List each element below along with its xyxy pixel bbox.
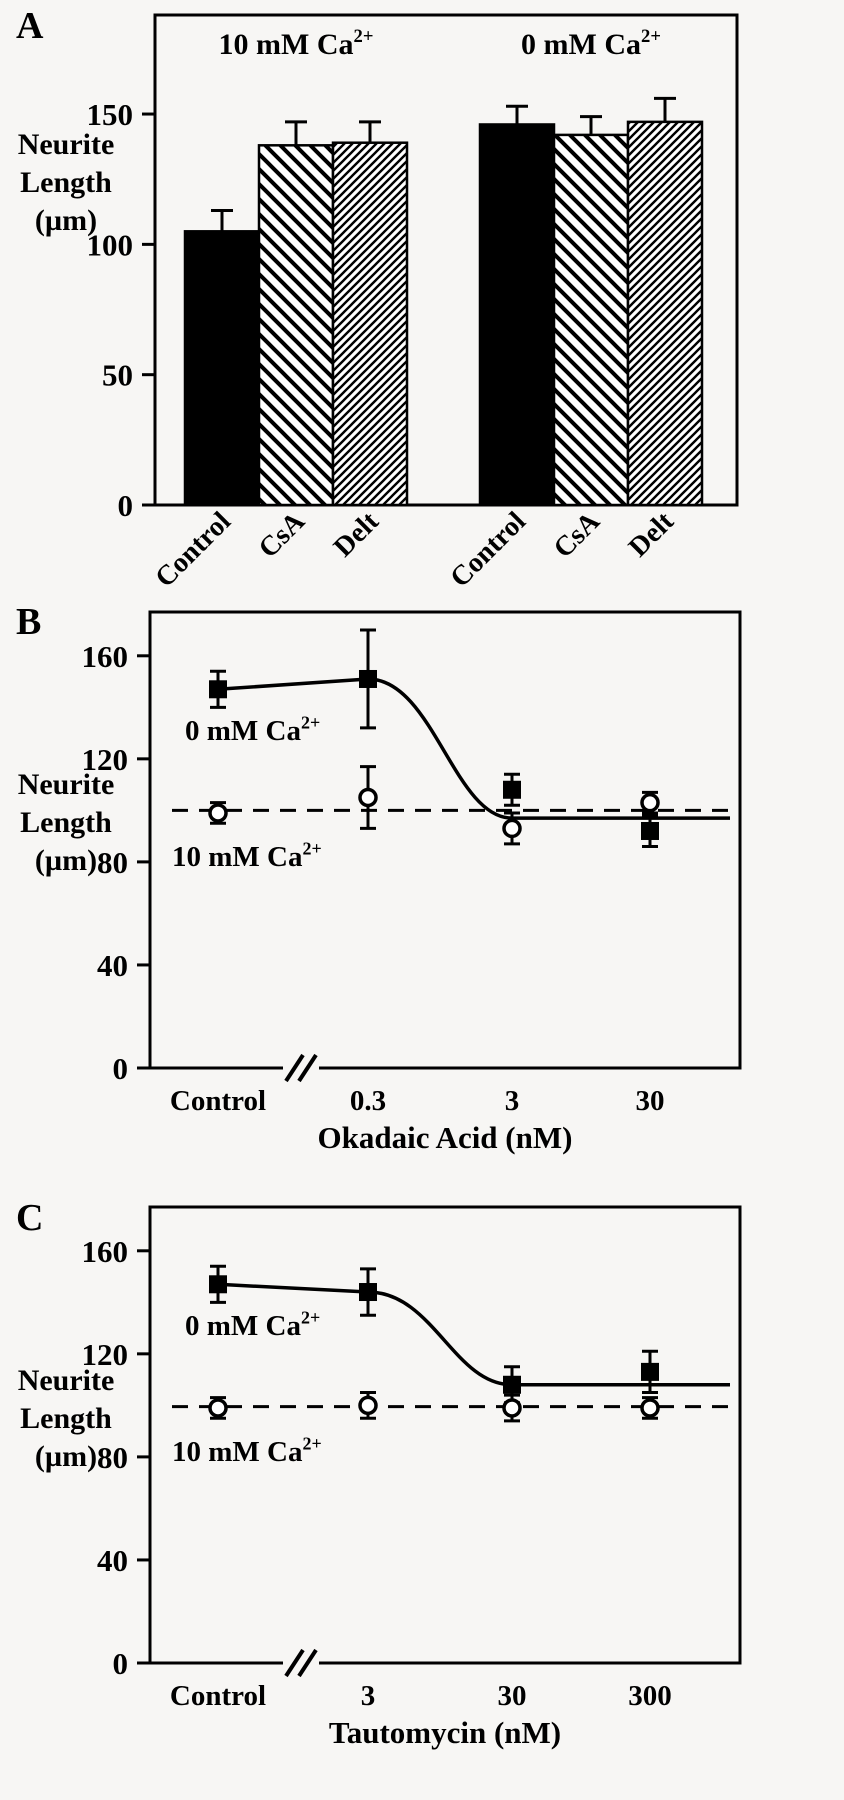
y-tick-label: 120 xyxy=(82,1337,129,1372)
solid-trend-line xyxy=(217,1282,730,1387)
y-axis-label-a: Neurite Length (µm) xyxy=(4,126,128,240)
data-point-circle xyxy=(208,1398,228,1418)
data-point-circle xyxy=(358,787,378,808)
group-label: 10 mM Ca2+ xyxy=(219,26,374,61)
data-point-square xyxy=(359,669,377,688)
group-label: 0 mM Ca2+ xyxy=(521,26,661,61)
y-axis-label-line: Neurite xyxy=(17,1364,115,1397)
x-axis-title: Tautomycin (nM) xyxy=(329,1715,561,1750)
data-point-square xyxy=(209,680,227,699)
y-axis-label-line: (µm) xyxy=(34,844,98,877)
data-point-square xyxy=(503,1375,521,1394)
bar-Delt xyxy=(626,120,704,507)
y-axis-label-b: Neurite Length (µm) xyxy=(4,766,128,880)
x-category-label: CsA xyxy=(253,505,312,564)
data-point-square xyxy=(641,821,659,840)
x-category-label: 3 xyxy=(361,1680,376,1712)
x-category-label: CsA xyxy=(548,505,607,564)
y-axis-label-line: Length xyxy=(20,806,112,839)
x-category-label: 300 xyxy=(628,1680,672,1712)
y-tick-label: 160 xyxy=(82,639,129,674)
y-tick-label: 100 xyxy=(87,227,134,262)
panel-label-b: B xyxy=(16,601,42,643)
plot-box xyxy=(153,13,739,507)
x-category-label: 30 xyxy=(636,1085,665,1117)
bar-Control xyxy=(183,230,261,507)
y-axis-label-line: (µm) xyxy=(34,204,98,237)
data-point-square xyxy=(503,780,521,799)
panel-a-bar-chart: 0 50 100 150 Control CsA Delt 10 mM Ca2+ Control… xyxy=(87,13,739,594)
data-point-circle xyxy=(208,803,228,823)
x-category-label: Control xyxy=(149,506,237,594)
error-bar xyxy=(506,104,528,125)
y-tick-label: 50 xyxy=(102,358,133,393)
error-bar xyxy=(359,120,381,143)
y-tick-label: 0 xyxy=(113,1051,129,1086)
x-category-label: Control xyxy=(444,506,532,594)
data-point-square xyxy=(359,1283,377,1302)
y-tick-label: 150 xyxy=(87,97,134,132)
x-category-label: Delt xyxy=(623,506,681,564)
y-axis-label-line: Neurite xyxy=(17,128,115,161)
data-point-circle xyxy=(502,1398,522,1418)
data-point-circle xyxy=(640,1398,660,1418)
y-tick-label: 0 xyxy=(118,488,134,523)
bar-CsA xyxy=(257,144,335,507)
y-tick-label: 120 xyxy=(82,742,129,777)
series-label: 10 mM Ca2+ xyxy=(172,1433,322,1468)
error-bar xyxy=(654,96,676,122)
error-bar xyxy=(285,120,307,146)
data-point-square xyxy=(641,1362,659,1381)
data-point-circle xyxy=(640,792,660,813)
y-axis-label-line: Neurite xyxy=(17,768,115,801)
y-tick-label: 40 xyxy=(97,948,128,983)
x-category-label: Control xyxy=(170,1680,266,1712)
panel-c-line-chart: 0 40 80 120 160 Control 3 30 300 Tautomycin (nM) 0… xyxy=(82,1205,742,1750)
y-axis-label-line: Length xyxy=(20,166,112,199)
y-axis-label-line: (µm) xyxy=(34,1440,98,1473)
y-tick-label: 40 xyxy=(97,1543,128,1578)
error-bar xyxy=(580,115,602,135)
y-tick-label: 160 xyxy=(82,1234,129,1269)
bar-CsA xyxy=(552,133,630,507)
plot-box xyxy=(148,610,742,1070)
y-axis-label-c: Neurite Length (µm) xyxy=(4,1362,128,1476)
panel-b-line-chart: 0 40 80 120 160 Control 0.3 3 30 Okadaic Acid (nM… xyxy=(82,610,742,1155)
x-category-label: 3 xyxy=(505,1085,520,1117)
y-tick-label: 0 xyxy=(113,1646,129,1681)
error-bar xyxy=(211,208,233,232)
series-label: 0 mM Ca2+ xyxy=(185,1307,320,1342)
solid-trend-line xyxy=(217,677,730,820)
series-label: 10 mM Ca2+ xyxy=(172,838,322,873)
bar-Delt xyxy=(331,141,409,507)
y-tick-label: 80 xyxy=(97,1440,128,1475)
x-category-label: 30 xyxy=(498,1680,527,1712)
y-axis-label-line: Length xyxy=(20,1402,112,1435)
bar-Control xyxy=(478,123,556,507)
x-category-label: 0.3 xyxy=(350,1085,386,1117)
data-point-square xyxy=(209,1275,227,1294)
data-point-circle xyxy=(358,1395,378,1416)
data-point-circle xyxy=(502,818,522,839)
y-tick-label: 80 xyxy=(97,845,128,880)
x-category-label: Control xyxy=(170,1085,266,1117)
panel-label-a: A xyxy=(16,5,44,47)
series-label: 0 mM Ca2+ xyxy=(185,712,320,747)
plot-box xyxy=(148,1205,742,1665)
panel-label-c: C xyxy=(16,1197,44,1239)
x-category-label: Delt xyxy=(328,506,386,564)
x-axis-title: Okadaic Acid (nM) xyxy=(318,1120,573,1155)
